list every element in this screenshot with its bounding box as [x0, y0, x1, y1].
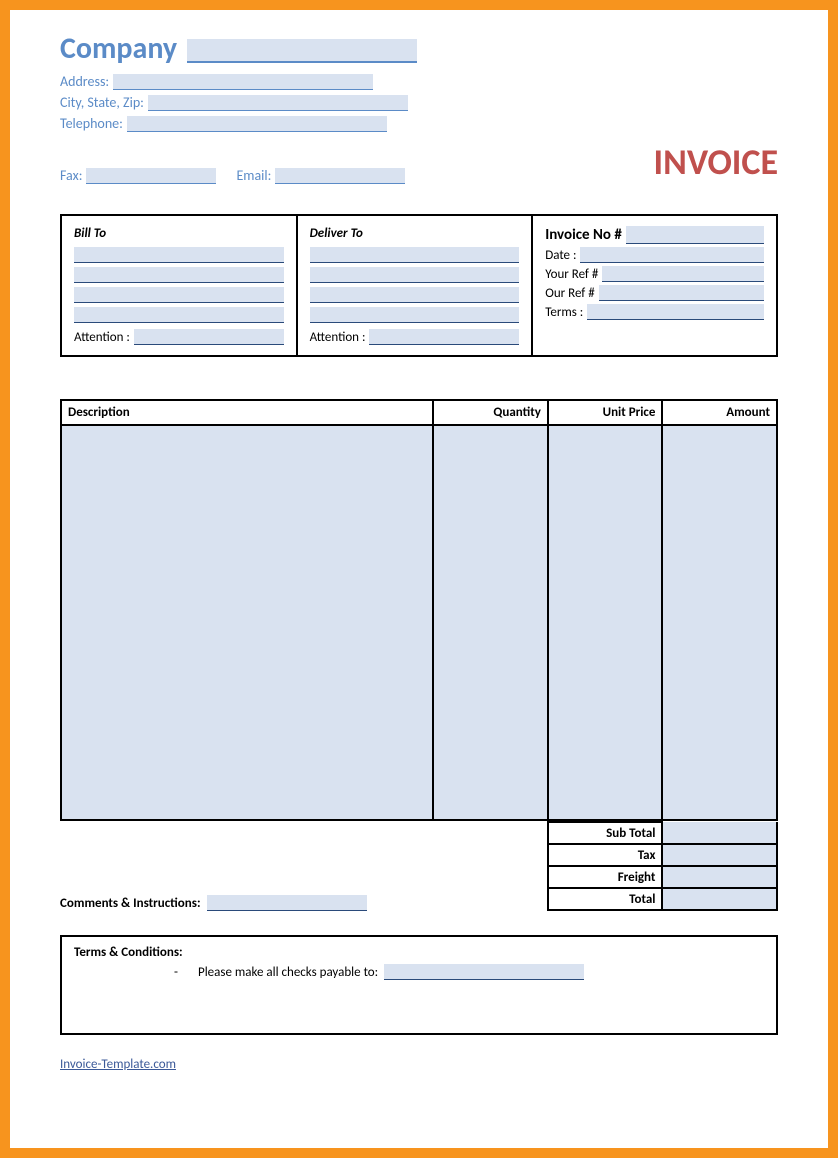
address-row: Address:	[60, 73, 778, 90]
col-description: Description	[61, 400, 433, 425]
col-amount: Amount	[662, 400, 777, 425]
totals-table: Sub Total Tax Freight Total	[547, 821, 778, 911]
bill-to-attention-input[interactable]	[134, 329, 284, 345]
total-label: Total	[548, 888, 663, 910]
info-boxes: Bill To Attention : Deliver To Attention…	[60, 214, 778, 357]
deliver-to-attention: Attention :	[310, 329, 520, 345]
tax-value[interactable]	[662, 844, 777, 866]
items-unit-price-cell[interactable]	[548, 425, 663, 820]
city-label: City, State, Zip:	[60, 94, 144, 111]
company-input[interactable]	[187, 39, 417, 63]
your-ref-input[interactable]	[602, 266, 764, 282]
terms-bullet-row: - Please make all checks payable to:	[74, 964, 764, 980]
our-ref-row: Our Ref #	[545, 285, 764, 301]
bill-to-attention-label: Attention :	[74, 330, 130, 345]
bill-to-line[interactable]	[74, 307, 284, 323]
email-row: Email:	[236, 167, 405, 184]
invoice-page: Company Address: City, State, Zip: Telep…	[0, 0, 838, 1158]
terms-box: Terms & Conditions: - Please make all ch…	[60, 935, 778, 1035]
bill-to-line[interactable]	[74, 287, 284, 303]
bill-to-title: Bill To	[74, 226, 284, 241]
invoice-no-row: Invoice No #	[545, 226, 764, 244]
bill-to-attention: Attention :	[74, 329, 284, 345]
bill-to-line[interactable]	[74, 247, 284, 263]
col-unit-price: Unit Price	[548, 400, 663, 425]
deliver-to-attention-label: Attention :	[310, 330, 366, 345]
payable-input[interactable]	[384, 964, 584, 980]
date-row: Date :	[545, 247, 764, 263]
telephone-row: Telephone:	[60, 115, 778, 132]
total-value[interactable]	[662, 888, 777, 910]
subtotal-value[interactable]	[662, 822, 777, 844]
deliver-to-line[interactable]	[310, 287, 520, 303]
subtotal-label: Sub Total	[548, 822, 663, 844]
items-table: Description Quantity Unit Price Amount	[60, 399, 778, 821]
payable-text: Please make all checks payable to:	[198, 965, 378, 980]
freight-value[interactable]	[662, 866, 777, 888]
our-ref-label: Our Ref #	[545, 286, 594, 301]
footer-link[interactable]: Invoice-Template.com	[60, 1057, 176, 1072]
city-input[interactable]	[148, 95, 408, 111]
items-amount-cell[interactable]	[662, 425, 777, 820]
date-label: Date :	[545, 248, 576, 263]
telephone-input[interactable]	[127, 116, 387, 132]
deliver-to-box: Deliver To Attention :	[298, 216, 534, 355]
fax-input[interactable]	[86, 168, 216, 184]
terms-row: Terms :	[545, 304, 764, 320]
deliver-to-line[interactable]	[310, 247, 520, 263]
invoice-title: INVOICE	[654, 140, 778, 184]
footer-link-row: Invoice-Template.com	[60, 1057, 778, 1072]
items-quantity-cell[interactable]	[433, 425, 548, 820]
date-input[interactable]	[580, 247, 764, 263]
address-label: Address:	[60, 73, 109, 90]
items-description-cell[interactable]	[61, 425, 433, 820]
freight-label: Freight	[548, 866, 663, 888]
company-header: Company	[60, 30, 778, 67]
comments-label: Comments & Instructions:	[60, 896, 201, 911]
telephone-label: Telephone:	[60, 115, 123, 132]
deliver-to-title: Deliver To	[310, 226, 520, 241]
bill-to-box: Bill To Attention :	[62, 216, 298, 355]
email-label: Email:	[236, 167, 271, 184]
terms-input[interactable]	[587, 304, 764, 320]
fax-email-invoice-row: Fax: Email: INVOICE	[60, 144, 778, 184]
fax-label: Fax:	[60, 167, 82, 184]
deliver-to-line[interactable]	[310, 307, 520, 323]
address-input[interactable]	[113, 74, 373, 90]
email-input[interactable]	[275, 168, 405, 184]
comments-row: Comments & Instructions:	[60, 821, 547, 911]
tax-label: Tax	[548, 844, 663, 866]
terms-label: Terms :	[545, 305, 583, 320]
deliver-to-attention-input[interactable]	[369, 329, 519, 345]
invoice-info-box: Invoice No # Date : Your Ref # Our Ref #…	[533, 216, 776, 355]
col-quantity: Quantity	[433, 400, 548, 425]
city-row: City, State, Zip:	[60, 94, 778, 111]
fax-row: Fax:	[60, 167, 216, 184]
bill-to-line[interactable]	[74, 267, 284, 283]
comments-input[interactable]	[207, 895, 367, 911]
bullet-icon: -	[174, 965, 178, 980]
deliver-to-line[interactable]	[310, 267, 520, 283]
invoice-no-input[interactable]	[626, 226, 764, 244]
your-ref-label: Your Ref #	[545, 267, 598, 282]
your-ref-row: Your Ref #	[545, 266, 764, 282]
terms-title: Terms & Conditions:	[74, 945, 764, 960]
company-label: Company	[60, 30, 177, 67]
our-ref-input[interactable]	[599, 285, 764, 301]
invoice-no-label: Invoice No #	[545, 226, 622, 244]
totals-area: Comments & Instructions: Sub Total Tax F…	[60, 821, 778, 911]
